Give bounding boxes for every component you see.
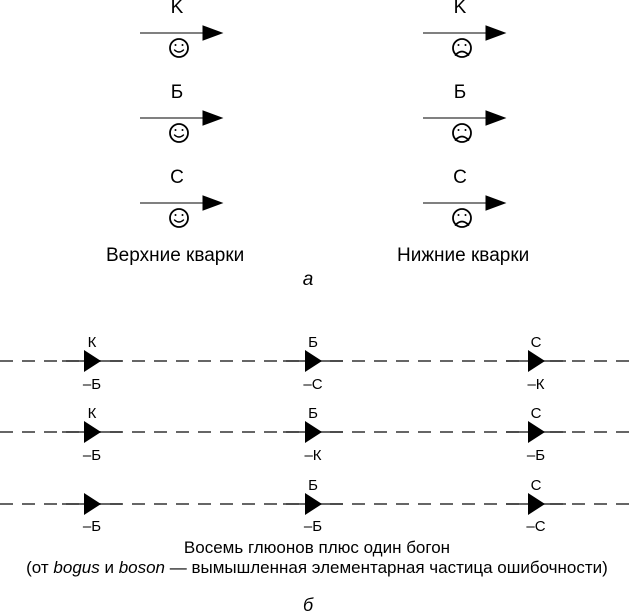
- svg-text:С: С: [531, 477, 542, 494]
- svg-text:–Б: –Б: [83, 518, 101, 535]
- svg-text:Б: Б: [454, 82, 466, 103]
- svg-text:Б: Б: [308, 405, 318, 422]
- svg-text:K: K: [454, 0, 467, 18]
- svg-text:–С: –С: [303, 376, 322, 393]
- svg-text:С: С: [531, 405, 542, 422]
- svg-text:Б: Б: [308, 477, 318, 494]
- svg-text:–Б: –Б: [83, 376, 101, 393]
- svg-text:–Б: –Б: [527, 447, 545, 464]
- svg-text:С: С: [531, 334, 542, 351]
- svg-text:Б: Б: [308, 334, 318, 351]
- svg-text:С: С: [170, 167, 184, 188]
- svg-text:С: С: [453, 167, 467, 188]
- svg-text:К: К: [88, 405, 97, 422]
- svg-text:–С: –С: [526, 518, 545, 535]
- svg-text:–Б: –Б: [83, 447, 101, 464]
- svg-text:K: K: [171, 0, 184, 18]
- svg-text:Б: Б: [171, 82, 183, 103]
- svg-text:–К: –К: [304, 447, 321, 464]
- svg-text:К: К: [88, 334, 97, 351]
- svg-text:–Б: –Б: [304, 518, 322, 535]
- svg-text:–К: –К: [527, 376, 544, 393]
